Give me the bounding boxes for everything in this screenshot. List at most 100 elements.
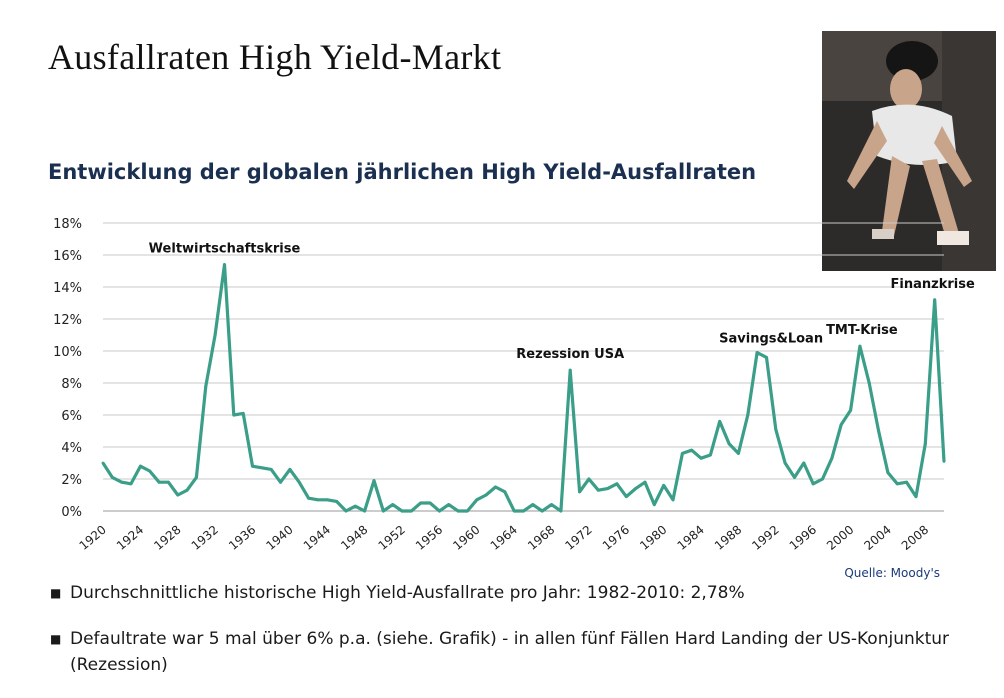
data-point — [185, 488, 189, 492]
data-point — [606, 487, 609, 490]
x-tick-label: 1948 — [338, 523, 370, 553]
data-point — [269, 468, 273, 471]
data-point — [279, 480, 282, 484]
data-point — [475, 498, 479, 502]
default-rate-chart: 0%2%4%6%8%10%12%14%16%18% 1920 1924 1928 19… — [53, 217, 975, 580]
runway-photo-art — [822, 31, 996, 271]
y-tick-label: 16% — [53, 249, 82, 264]
bullet-marker: ■ — [50, 586, 62, 600]
data-point — [110, 476, 114, 479]
data-point — [737, 452, 740, 455]
bullet-list: ■ Durchschnittliche historische High Yie… — [50, 580, 980, 698]
data-point — [783, 461, 787, 465]
data-point — [325, 498, 329, 502]
data-point — [353, 504, 357, 508]
y-tick-label: 2% — [61, 473, 82, 488]
data-point — [746, 413, 750, 417]
data-point — [662, 484, 666, 487]
data-point — [344, 509, 348, 513]
data-point — [634, 487, 638, 490]
data-point — [914, 495, 918, 498]
data-point — [652, 503, 656, 506]
data-point — [456, 509, 460, 513]
data-point — [381, 509, 385, 513]
data-point — [793, 476, 796, 479]
data-point — [316, 498, 320, 502]
data-point — [148, 469, 152, 473]
runway-photo — [822, 31, 996, 271]
data-point — [391, 503, 395, 506]
data-point — [830, 456, 834, 460]
data-point — [157, 480, 161, 484]
y-tick-label: 6% — [61, 409, 82, 424]
data-point — [241, 412, 245, 415]
data-point — [802, 461, 806, 465]
x-tick-label: 1932 — [189, 523, 221, 553]
x-tick-label: 1964 — [488, 523, 520, 553]
data-point — [101, 461, 105, 465]
x-tick-label: 1924 — [114, 523, 146, 553]
series-layer — [101, 263, 946, 513]
data-point — [718, 420, 722, 423]
data-point — [540, 509, 544, 513]
data-point — [615, 482, 619, 486]
data-point — [213, 333, 217, 337]
x-tick-label: 1992 — [749, 523, 781, 553]
data-point — [251, 464, 254, 468]
x-tick-label: 1952 — [376, 523, 408, 553]
data-point — [223, 263, 226, 266]
data-point — [372, 479, 376, 482]
y-tick-label: 4% — [61, 441, 82, 456]
data-point — [680, 452, 684, 455]
series-line — [101, 263, 946, 513]
y-tick-label: 10% — [53, 345, 82, 360]
x-tick-label: 2008 — [899, 523, 931, 553]
x-tick-label: 1972 — [562, 523, 594, 553]
x-tick-label: 1980 — [637, 523, 669, 553]
data-point — [363, 509, 367, 513]
data-point — [232, 413, 236, 417]
data-point — [484, 493, 488, 497]
grid-lines — [103, 222, 944, 512]
data-point — [587, 477, 591, 481]
source-label: Quelle: Moody's — [844, 566, 940, 580]
data-point — [849, 408, 852, 412]
data-point — [755, 351, 759, 354]
data-point — [522, 509, 525, 513]
data-point — [550, 503, 553, 506]
annotation-label: Finanzkrise — [891, 277, 975, 292]
x-tick-label: 1920 — [77, 523, 109, 553]
data-point — [428, 501, 432, 505]
y-tick-label: 18% — [53, 217, 82, 232]
data-point — [568, 368, 572, 372]
x-tick-label: 1976 — [600, 523, 632, 553]
data-point — [765, 356, 768, 359]
data-point — [447, 503, 451, 506]
bullet-marker: ■ — [50, 632, 62, 646]
data-point — [886, 471, 890, 474]
data-point — [409, 509, 413, 513]
data-point — [559, 509, 563, 513]
data-point — [690, 448, 694, 452]
y-tick-label: 12% — [53, 313, 82, 328]
data-point — [260, 466, 264, 470]
chart-subtitle: Entwicklung der globalen jährlichen High… — [48, 160, 757, 184]
data-point — [335, 500, 339, 503]
x-tick-label: 2000 — [824, 523, 856, 553]
data-point — [923, 442, 927, 446]
y-tick-label: 14% — [53, 281, 82, 296]
data-point — [895, 482, 899, 486]
x-tick-label: 1996 — [787, 523, 819, 553]
data-point — [699, 456, 703, 460]
x-tick-label: 1984 — [675, 523, 707, 553]
data-point — [774, 428, 778, 431]
data-point — [624, 495, 628, 498]
bullet-text: Defaultrate war 5 mal über 6% p.a. (sieh… — [70, 629, 950, 675]
data-point — [877, 429, 880, 433]
data-point — [643, 480, 647, 484]
x-axis: 1920 1924 1928 1932 1936 1940 1944 1948 1952 1956… — [77, 523, 932, 553]
data-point — [821, 477, 824, 481]
data-point — [288, 468, 292, 471]
annotation-label: Rezession USA — [516, 347, 624, 362]
bullet-text: Durchschnittliche historische High Yield… — [70, 583, 745, 603]
